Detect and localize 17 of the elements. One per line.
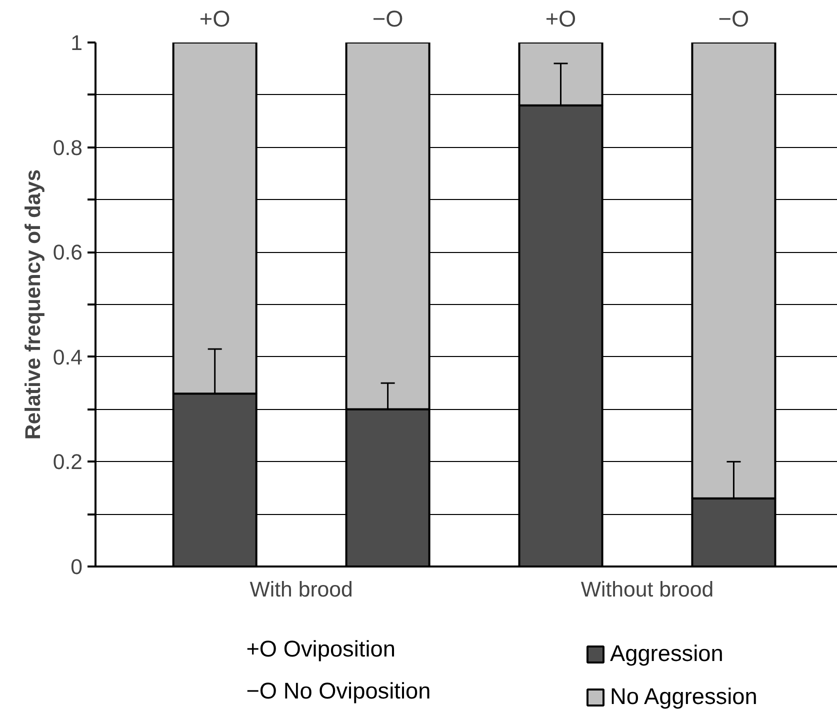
legend-label: Aggression (610, 640, 724, 667)
y-tick-label: 0.8 (52, 136, 83, 160)
text: With brood (250, 578, 353, 602)
x-tick-label: +O (199, 6, 230, 32)
text: −O No Oviposition (246, 678, 431, 704)
y-tick-label: 0.4 (52, 345, 83, 370)
x-tick-label: +O (545, 6, 576, 32)
y-tick-label: 0.2 (52, 450, 83, 474)
x-tick-label: −O (718, 6, 750, 32)
x-tick-label: −O (372, 6, 404, 32)
legend-label: No Aggression (610, 683, 758, 710)
y-tick-label: 1 (70, 31, 83, 55)
y-tick-label: 0.6 (52, 240, 83, 265)
text: Without brood (580, 578, 714, 602)
y-tick-label: 0 (70, 555, 83, 579)
text: +O Oviposition (246, 636, 396, 662)
y-axis-title: Relative frequency of days (20, 169, 45, 440)
